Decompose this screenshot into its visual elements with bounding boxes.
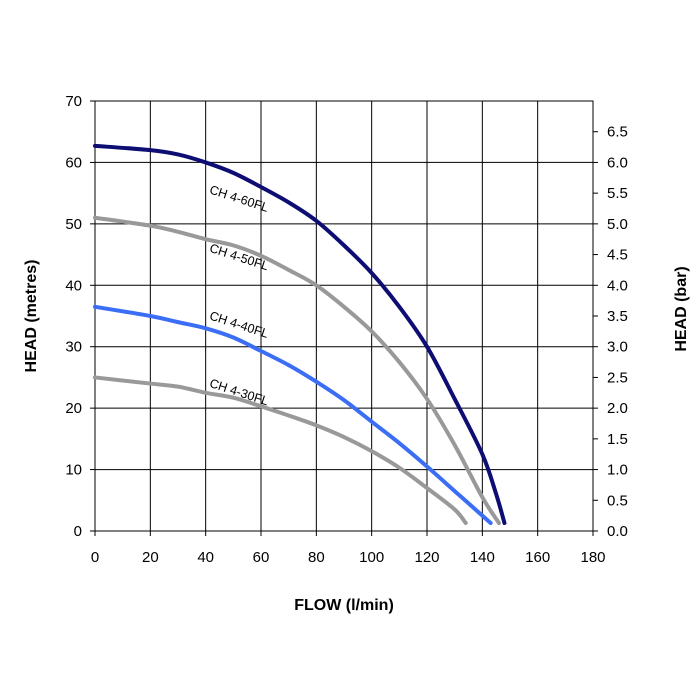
y-tick-label: 10 xyxy=(65,462,82,479)
y-tick-label: 30 xyxy=(65,339,82,356)
x-axis-title: FLOW (l/min) xyxy=(294,597,394,614)
y2-tick-label: 6.0 xyxy=(607,154,628,171)
x-tick-label: 0 xyxy=(91,549,99,566)
y2-tick-label: 0.0 xyxy=(607,523,628,540)
x-tick-label: 160 xyxy=(525,549,550,566)
x-tick-label: 20 xyxy=(142,549,159,566)
y2-tick-label: 3.5 xyxy=(607,308,628,325)
y-tick-label: 0 xyxy=(74,523,82,540)
x-tick-label: 40 xyxy=(197,549,214,566)
series-line-ch-4-30fl xyxy=(93,375,468,526)
y-tick-label: 70 xyxy=(65,93,82,110)
y-tick-label: 50 xyxy=(65,216,82,233)
y2-axis-title: HEAD (bar) xyxy=(673,266,690,351)
y-tick-label: 40 xyxy=(65,277,82,294)
y2-tick-label: 3.0 xyxy=(607,339,628,356)
series-line-ch-4-40fl xyxy=(93,304,493,526)
x-tick-label: 80 xyxy=(308,549,325,566)
y2-tick-label: 1.0 xyxy=(607,462,628,479)
x-tick-label: 120 xyxy=(414,549,439,566)
y-tick-label: 20 xyxy=(65,400,82,417)
y2-tick-label: 6.5 xyxy=(607,124,628,141)
series-line-ch-4-50fl xyxy=(93,215,501,526)
y2-tick-label: 4.0 xyxy=(607,277,628,294)
plot-area-frame xyxy=(94,100,594,532)
x-tick-label: 140 xyxy=(470,549,495,566)
y2-tick-label: 5.5 xyxy=(607,185,628,202)
y-tick-label: 60 xyxy=(65,154,82,171)
y2-tick-label: 2.5 xyxy=(607,369,628,386)
x-tick-label: 100 xyxy=(359,549,384,566)
y2-tick-label: 2.0 xyxy=(607,400,628,417)
y2-tick-label: 0.5 xyxy=(607,492,628,509)
series-lines xyxy=(93,143,507,526)
y-axis-title: HEAD (metres) xyxy=(23,260,40,373)
y2-tick-label: 4.5 xyxy=(607,247,628,264)
grid-lines xyxy=(95,101,593,531)
y2-tick-label: 5.0 xyxy=(607,216,628,233)
y2-tick-label: 1.5 xyxy=(607,431,628,448)
series-line-ch-4-60fl xyxy=(93,143,507,526)
x-tick-label: 60 xyxy=(253,549,270,566)
x-tick-label: 180 xyxy=(580,549,605,566)
